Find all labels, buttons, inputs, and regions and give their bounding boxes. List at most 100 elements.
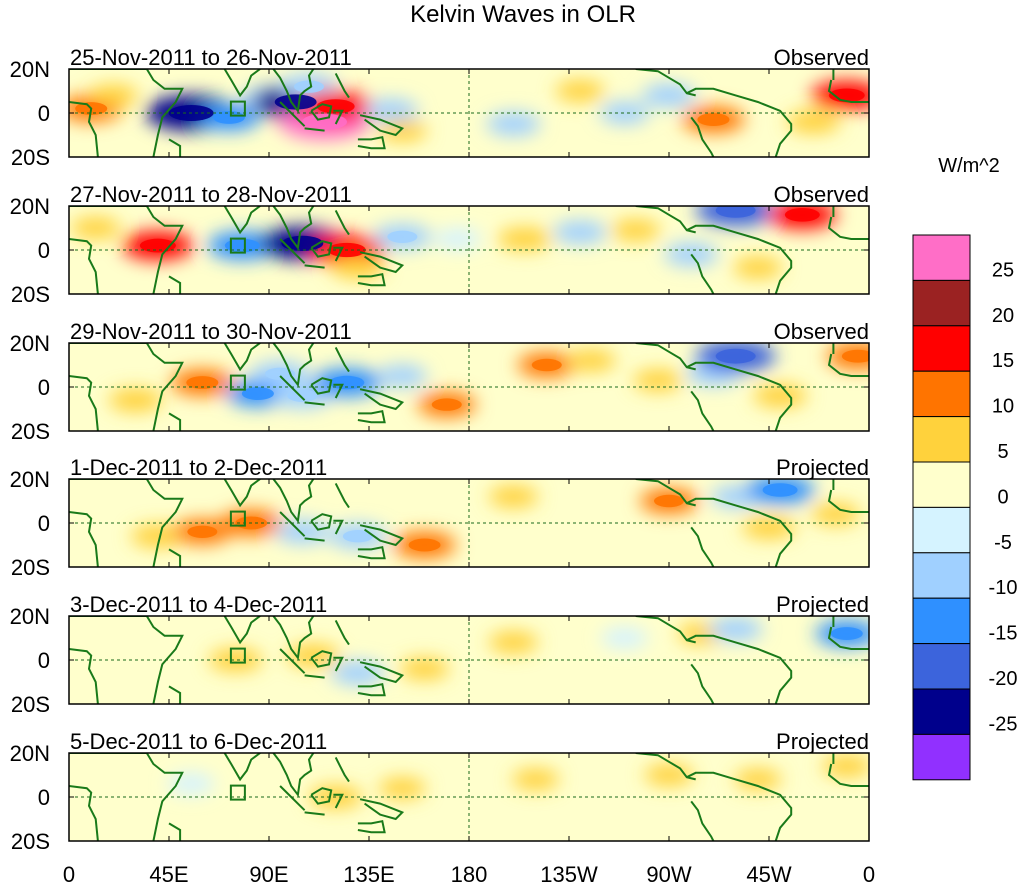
panel-period: 25-Nov-2011 to 26-Nov-2011 <box>70 45 352 70</box>
anomaly-core <box>242 387 274 400</box>
colorbar-label: -25 <box>989 713 1018 735</box>
y-tick-label: 0 <box>38 511 50 536</box>
x-tick-label: 45E <box>149 862 188 887</box>
anomaly-blob <box>434 228 481 250</box>
colorbar-label: -15 <box>989 623 1018 645</box>
colorbar-label: -20 <box>989 668 1018 690</box>
anomaly-blob <box>379 777 426 799</box>
anomaly-blob <box>553 221 607 245</box>
anomaly-core <box>409 539 441 552</box>
y-tick-label: 20N <box>10 604 50 629</box>
kelvin-wave-figure: Kelvin Waves in OLR 20N 0 20S 25-Nov-2011 t… <box>0 0 1021 887</box>
anomaly-blob <box>378 120 427 142</box>
y-tick-label: 20N <box>10 467 50 492</box>
anomaly-blob <box>556 80 605 102</box>
colorbar-swatch <box>913 644 970 689</box>
anomaly-core <box>187 526 217 538</box>
anomaly-core <box>716 349 756 364</box>
colorbar-swatch <box>913 326 970 371</box>
anomaly-blob <box>71 217 120 239</box>
colorbar-swatch <box>913 280 970 325</box>
y-tick-label: 20S <box>11 419 50 444</box>
anomaly-blob <box>601 627 648 649</box>
anomaly-blob <box>498 227 552 251</box>
y-tick-label: 0 <box>38 648 50 673</box>
panel-kind: Projected <box>776 455 869 480</box>
x-axis: 0 45E 90E 135E 180 135W 90W 45W 0 <box>63 862 875 887</box>
x-tick-label: 90W <box>646 862 691 887</box>
anomaly-core <box>294 80 324 92</box>
panel-kind: Observed <box>774 319 869 344</box>
colorbar-swatch <box>913 371 970 416</box>
anomaly-core <box>763 483 798 497</box>
x-tick-label: 0 <box>863 862 875 887</box>
anomaly-core <box>654 495 684 507</box>
colorbar-label: -5 <box>994 532 1012 554</box>
x-tick-label: 0 <box>63 862 75 887</box>
colorbar-swatch <box>913 417 970 462</box>
panel-period: 1-Dec-2011 to 2-Dec-2011 <box>70 455 327 480</box>
colorbar-swatch <box>913 553 970 598</box>
anomaly-core <box>697 113 729 126</box>
panel-kind: Observed <box>774 45 869 70</box>
panel-kind: Projected <box>776 729 869 754</box>
anomaly-blob <box>742 516 796 540</box>
panel: 20N020S29-Nov-2011 to 30-Nov-2011 Observe… <box>10 319 889 444</box>
y-tick-label: 20S <box>11 282 50 307</box>
colorbar-swatch <box>913 689 970 734</box>
x-tick-label: 180 <box>451 862 488 887</box>
y-tick-label: 0 <box>38 238 50 263</box>
anomaly-blob <box>787 110 841 134</box>
colorbar-label: 0 <box>997 486 1008 508</box>
panels-group: 20N 0 20S 25-Nov-2011 to 26-Nov-2011 Observe… <box>10 45 889 854</box>
colorbar-swatch <box>913 507 970 552</box>
panel: 20N 0 20S 27-Nov-2011 to 28-Nov-2011 Observe… <box>10 182 869 307</box>
colorbar-swatch <box>913 235 970 280</box>
y-tick-label: 20S <box>11 145 50 170</box>
anomaly-blob <box>489 631 538 653</box>
anomaly-blob <box>400 658 449 680</box>
y-tick-label: 20S <box>11 555 50 580</box>
x-tick-label: 45W <box>746 862 791 887</box>
panel-period: 27-Nov-2011 to 28-Nov-2011 <box>70 182 352 207</box>
anomaly-blob <box>567 350 616 372</box>
colorbar-label: 10 <box>992 396 1014 418</box>
panel-period: 5-Dec-2011 to 6-Dec-2011 <box>70 729 327 754</box>
anomaly-core <box>387 231 417 243</box>
anomaly-blob <box>642 84 696 108</box>
x-tick-label: 135W <box>540 862 598 887</box>
anomaly-core <box>831 627 863 640</box>
panel-kind: Projected <box>776 592 869 617</box>
colorbar-swatch <box>913 734 970 779</box>
panel: 20N020S5-Dec-2011 to 6-Dec-2011 Projected <box>10 729 872 854</box>
colorbar-label: 15 <box>992 350 1014 372</box>
panel-period: 3-Dec-2011 to 4-Dec-2011 <box>70 592 327 617</box>
anomaly-core <box>785 208 820 222</box>
anomaly-core <box>532 359 562 371</box>
anomaly-blob <box>633 369 682 391</box>
y-tick-label: 0 <box>38 785 50 810</box>
anomaly-core <box>213 111 245 124</box>
anomaly-blob <box>364 99 418 123</box>
anomaly-blob <box>489 486 538 508</box>
anomaly-blob <box>733 257 782 279</box>
panel: 20N 0 20S 3-Dec-2011 to 4-Dec-2011 Projected <box>10 592 878 717</box>
anomaly-blob <box>611 219 660 241</box>
anomaly-blob <box>378 365 427 387</box>
colorbar-swatch <box>913 598 970 643</box>
y-tick-label: 0 <box>38 101 50 126</box>
anomaly-blob <box>168 773 215 795</box>
colorbar-units: W/m^2 <box>938 155 1000 177</box>
x-tick-label: 135E <box>343 862 394 887</box>
chart-title: Kelvin Waves in OLR <box>410 1 636 28</box>
anomaly-core <box>432 398 462 410</box>
y-tick-label: 0 <box>38 375 50 400</box>
y-tick-label: 20N <box>10 741 50 766</box>
panel: 20N020S25-Nov-2011 to 26-Nov-2011 Observe… <box>10 45 883 170</box>
colorbar-label: 25 <box>992 259 1014 281</box>
colorbar-label: 5 <box>997 441 1008 463</box>
anomaly-blob <box>209 648 263 672</box>
y-tick-label: 20S <box>11 692 50 717</box>
anomaly-blob <box>512 769 559 791</box>
y-tick-label: 20N <box>10 194 50 219</box>
